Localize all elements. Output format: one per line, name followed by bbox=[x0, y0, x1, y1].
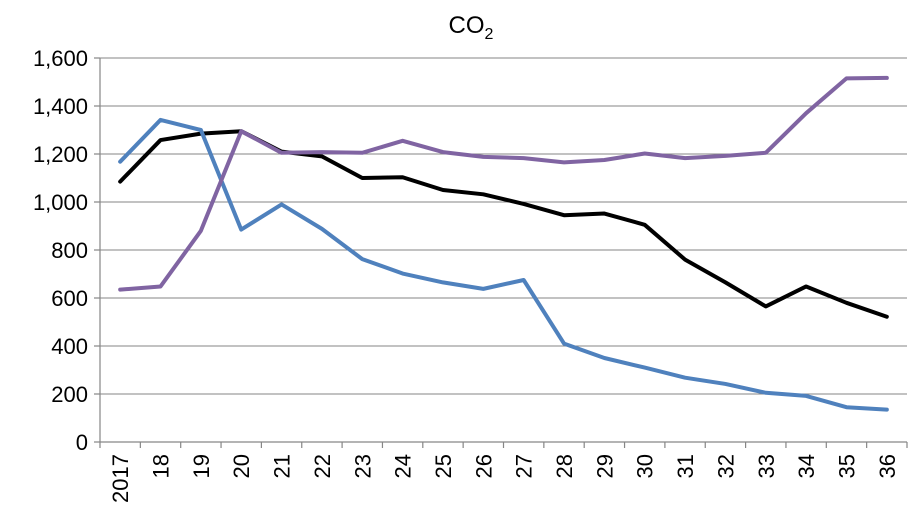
y-tick-label-1: 200 bbox=[51, 382, 88, 407]
x-tick-label-10: 27 bbox=[512, 454, 537, 478]
x-tick-label-11: 28 bbox=[552, 454, 577, 478]
x-tick-label-5: 22 bbox=[310, 454, 335, 478]
y-tick-label-4: 800 bbox=[51, 238, 88, 263]
y-tick-label-5: 1,000 bbox=[33, 190, 88, 215]
x-tick-label-15: 32 bbox=[713, 454, 738, 478]
x-tick-label-12: 29 bbox=[592, 454, 617, 478]
x-tick-label-8: 25 bbox=[431, 454, 456, 478]
x-tick-label-17: 34 bbox=[794, 454, 819, 478]
series-lines bbox=[118, 75, 889, 412]
x-tick-label-19: 36 bbox=[875, 454, 900, 478]
x-tick-label-13: 30 bbox=[633, 454, 658, 478]
x-tick-label-0: 2017 bbox=[108, 454, 133, 503]
x-tick-label-3: 20 bbox=[229, 454, 254, 478]
y-axis-tick-labels: 0 200 400 600 800 1,000 1,200 1,400 1,600 bbox=[33, 46, 88, 455]
x-tick-label-16: 33 bbox=[754, 454, 779, 478]
y-tick-label-8: 1,600 bbox=[33, 46, 88, 71]
y-tick-label-0: 0 bbox=[76, 430, 88, 455]
x-tick-label-2: 19 bbox=[189, 454, 214, 478]
y-tick-label-3: 600 bbox=[51, 286, 88, 311]
chart-title-subscript: 2 bbox=[485, 26, 494, 43]
axes bbox=[94, 57, 908, 448]
x-tick-label-18: 35 bbox=[834, 454, 859, 478]
gridlines bbox=[100, 57, 907, 395]
x-axis-tick-labels: 2017 18 19 20 21 22 23 24 25 26 27 28 29 30 31 32 33 34 35… bbox=[108, 454, 900, 503]
x-tick-label-6: 23 bbox=[350, 454, 375, 478]
series-line-2 bbox=[118, 117, 889, 412]
x-tick-label-4: 21 bbox=[270, 454, 295, 478]
x-tick-label-14: 31 bbox=[673, 454, 698, 478]
x-tick-label-1: 18 bbox=[149, 454, 174, 478]
y-tick-label-7: 1,400 bbox=[33, 94, 88, 119]
y-tick-label-6: 1,200 bbox=[33, 142, 88, 167]
x-tick-label-9: 26 bbox=[471, 454, 496, 478]
y-tick-label-2: 400 bbox=[51, 334, 88, 359]
chart-title: CO2 bbox=[449, 12, 494, 43]
chart-title-main: CO bbox=[449, 12, 485, 39]
x-tick-label-7: 24 bbox=[391, 454, 416, 478]
series-line-3 bbox=[118, 75, 889, 292]
